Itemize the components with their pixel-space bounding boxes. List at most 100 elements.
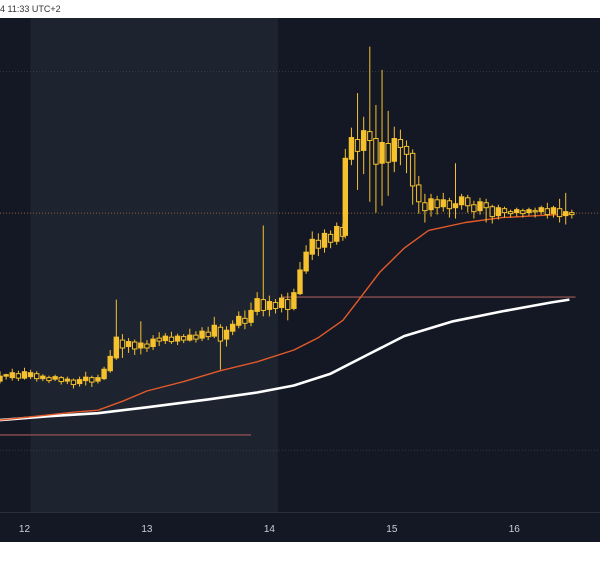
candle-body-3 <box>15 373 22 379</box>
candle-body-23 <box>138 342 144 349</box>
candle-body-11 <box>64 378 71 382</box>
candle-body-82 <box>495 207 502 217</box>
candle-body-46 <box>278 297 285 308</box>
candle-body-12 <box>70 379 77 386</box>
chart-header: 4 11:33 UTC+2 <box>0 0 600 18</box>
candle-body-16 <box>95 377 101 382</box>
candle-body-17 <box>101 368 107 380</box>
candle-body-73 <box>440 199 446 208</box>
candle-body-65 <box>391 138 397 162</box>
candle-body-39 <box>236 315 242 326</box>
candle-body-76 <box>458 196 465 206</box>
candles <box>0 46 575 389</box>
candle-body-30 <box>180 336 187 341</box>
candle-body-93 <box>563 211 569 217</box>
candle-body-90 <box>544 208 551 216</box>
candle-body-52 <box>315 239 322 249</box>
candle-body-9 <box>52 376 58 380</box>
candle-body-7 <box>40 375 46 380</box>
candle-body-53 <box>321 232 328 248</box>
candle-body-55 <box>334 225 340 242</box>
candle-body-5 <box>27 372 34 378</box>
candle-body-28 <box>168 336 175 343</box>
candle-body-1 <box>3 374 9 377</box>
candle-body-74 <box>446 200 453 210</box>
x-tick-label-13: 13 <box>141 524 153 535</box>
candle-body-64 <box>385 142 391 163</box>
x-axis: 12 13 14 15 16 <box>0 512 600 535</box>
candle-body-40 <box>242 317 248 324</box>
candle-body-69 <box>416 184 422 203</box>
price-chart[interactable]: 12 13 14 15 16 <box>0 18 600 542</box>
candle-body-2 <box>9 372 15 379</box>
candle-body-89 <box>538 207 544 213</box>
candle-body-36 <box>217 326 224 342</box>
x-tick-label-15: 15 <box>386 524 398 535</box>
candle-body-49 <box>297 269 303 295</box>
x-tick-label-14: 14 <box>264 524 276 535</box>
candle-body-54 <box>327 233 334 243</box>
candle-body-60 <box>360 130 367 151</box>
candle-body-92 <box>556 208 563 218</box>
candle-body-66 <box>397 139 404 148</box>
candle-body-32 <box>193 334 199 340</box>
candle-body-21 <box>125 341 132 348</box>
reference-lines <box>0 70 600 451</box>
candle-body-58 <box>348 137 355 160</box>
candle-body-42 <box>254 298 260 312</box>
candle-body-91 <box>550 207 557 215</box>
candle-body-6 <box>34 373 40 380</box>
candle-body-38 <box>229 323 236 332</box>
candle-body-85 <box>514 209 520 214</box>
candle-body-13 <box>76 379 83 385</box>
candle-body-27 <box>162 335 169 342</box>
candle-body-84 <box>507 211 514 215</box>
candle-body-20 <box>119 339 126 349</box>
candle-body-48 <box>291 292 297 309</box>
candle-body-41 <box>248 309 254 323</box>
timestamp-label: 4 11:33 UTC+2 <box>0 4 61 14</box>
candle-body-37 <box>223 329 230 340</box>
candle-body-51 <box>309 238 315 255</box>
candle-body-26 <box>156 337 162 342</box>
candle-body-81 <box>489 206 495 218</box>
candle-body-80 <box>483 202 489 209</box>
candle-body-15 <box>89 377 95 383</box>
candle-body-33 <box>199 330 205 339</box>
candle-body-29 <box>174 335 181 342</box>
candle-body-71 <box>428 198 434 211</box>
candle-body-72 <box>434 199 440 209</box>
highlight-band <box>30 18 278 512</box>
candle-body-57 <box>342 157 349 236</box>
candle-body-70 <box>422 202 428 212</box>
candle-body-50 <box>303 251 309 272</box>
candle-body-47 <box>285 299 291 310</box>
candle-body-22 <box>131 341 138 350</box>
candle-body-79 <box>477 201 483 212</box>
candle-body-59 <box>354 139 361 152</box>
candle-body-75 <box>452 203 459 209</box>
candle-body-61 <box>367 131 373 142</box>
candle-body-18 <box>107 355 113 372</box>
candle-body-25 <box>150 338 156 348</box>
moving-averages <box>0 213 570 422</box>
candle-body-34 <box>205 331 211 338</box>
footer-strip <box>0 542 600 566</box>
candle-body-10 <box>58 377 64 383</box>
candle-body-77 <box>465 197 471 207</box>
candle-body-44 <box>266 301 273 310</box>
x-tick-label-12: 12 <box>19 524 31 535</box>
ma-long-line <box>0 298 570 422</box>
candle-body-0 <box>0 375 3 382</box>
candle-body-94 <box>569 212 575 216</box>
x-tick-label-16: 16 <box>509 524 521 535</box>
candle-body-14 <box>83 376 89 382</box>
candle-body-31 <box>187 334 193 341</box>
candle-body-68 <box>409 152 416 187</box>
candle-body-43 <box>260 299 266 311</box>
candle-body-19 <box>113 336 120 359</box>
candle-body-78 <box>471 204 477 213</box>
candle-body-45 <box>272 302 279 309</box>
highlight-band-layer <box>30 18 278 512</box>
candle-body-24 <box>144 343 150 349</box>
